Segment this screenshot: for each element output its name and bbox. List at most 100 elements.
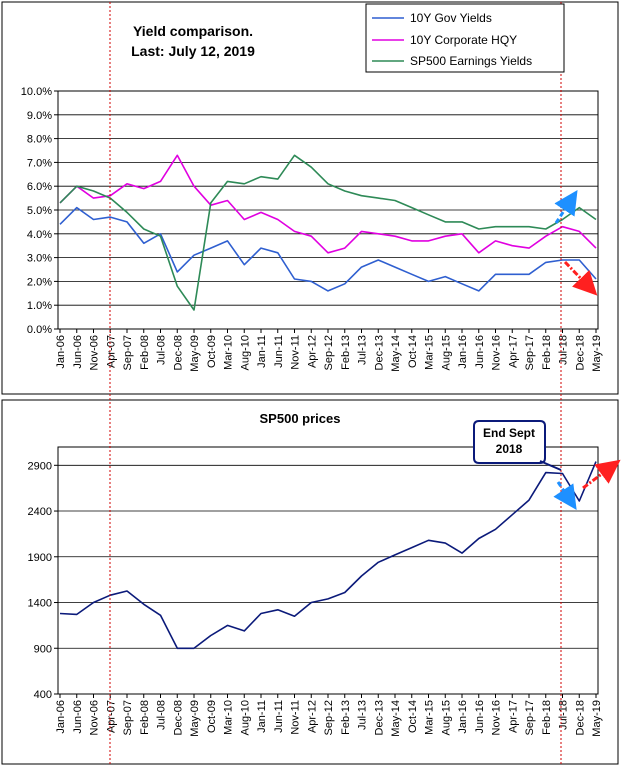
x-tick-label: Jul-08: [156, 335, 168, 365]
y-tick-label: 9.0%: [27, 110, 52, 122]
x-tick-label: Apr-12: [306, 700, 318, 733]
x-tick-label: Jan-06: [55, 335, 67, 369]
x-tick-label: Apr-17: [507, 335, 519, 368]
bottom-y-axis: 400 900 1400 1900 2400 2900: [28, 460, 58, 701]
y-tick-label: 400: [34, 689, 52, 701]
y-tick-label: 1400: [28, 598, 52, 610]
x-tick-label: Jul-18: [558, 700, 570, 730]
x-tick-label: Sep-07: [122, 700, 134, 735]
x-tick-label: Nov-11: [290, 335, 302, 370]
x-tick-label: Nov-06: [89, 335, 101, 370]
callout-end-sept-2018: End Sept 2018: [473, 420, 562, 471]
x-tick-label: Jul-08: [156, 700, 168, 730]
x-tick-label: May-14: [390, 700, 402, 737]
legend-label-sp-ey: SP500 Earnings Yields: [410, 54, 532, 68]
top-chart-title: Yield comparison.: [133, 23, 253, 39]
x-tick-label: Mar-10: [223, 335, 235, 370]
x-tick-label: Sep-17: [524, 700, 536, 735]
x-tick-label: Jun-06: [72, 335, 84, 369]
y-tick-label: 10.0%: [21, 86, 52, 98]
x-tick-label: Apr-12: [306, 335, 318, 368]
x-tick-label: Oct-09: [206, 335, 218, 368]
legend-label-gov: 10Y Gov Yields: [410, 11, 492, 25]
x-tick-label: Dec-08: [172, 700, 184, 735]
x-tick-label: Jan-16: [457, 700, 469, 734]
x-tick-label: Dec-13: [373, 335, 385, 370]
x-tick-label: Jan-11: [256, 335, 268, 368]
x-tick-label: Feb-08: [139, 335, 151, 370]
series-line-10y-gov-yields: [59, 206, 597, 292]
callout-line-1: End Sept: [483, 426, 535, 440]
x-tick-label: May-09: [189, 335, 201, 372]
x-tick-label: Oct-09: [206, 700, 218, 733]
x-tick-label: Sep-07: [122, 335, 134, 370]
x-tick-label: Feb-18: [541, 700, 553, 735]
series-line-10y-corporate-hqy: [59, 154, 597, 254]
x-tick-label: Oct-14: [407, 700, 419, 733]
bottom-x-axis: Jan-06 Jun-06 Nov-06 Apr-07 Sep-07 Feb-08 Jul-…: [55, 694, 603, 737]
bottom-plot-area: [57, 446, 599, 695]
x-tick-label: Aug-10: [239, 700, 251, 735]
x-tick-label: Apr-07: [105, 700, 117, 733]
top-series-lines: [59, 154, 597, 311]
y-tick-label: 5.0%: [27, 205, 52, 217]
x-tick-label: Feb-13: [340, 700, 352, 735]
x-tick-label: Mar-15: [424, 335, 436, 370]
x-tick-label: Jan-06: [55, 700, 67, 734]
x-tick-label: Jan-16: [457, 335, 469, 369]
x-tick-label: Jun-16: [474, 700, 486, 734]
callout-pointer: [539, 460, 562, 471]
y-tick-label: 7.0%: [27, 157, 52, 169]
x-tick-label: Feb-13: [340, 335, 352, 370]
y-tick-label: 1900: [28, 552, 52, 564]
legend-label-corp: 10Y Corporate HQY: [410, 33, 517, 47]
y-tick-label: 8.0%: [27, 134, 52, 146]
x-tick-label: Sep-12: [323, 335, 335, 370]
x-tick-label: Jun-16: [474, 335, 486, 369]
x-tick-label: Jul-13: [357, 700, 369, 730]
x-tick-label: Jun-11: [273, 335, 285, 368]
x-tick-label: May-19: [591, 700, 603, 737]
y-tick-label: 6.0%: [27, 181, 52, 193]
arrow-up-sp-price: [582, 459, 621, 490]
bottom-gridlines: [58, 464, 598, 649]
callout-line-2: 2018: [496, 442, 523, 456]
x-tick-label: Mar-10: [223, 700, 235, 735]
x-tick-label: Aug-15: [440, 335, 452, 370]
series-line-sp500-earnings-yields: [59, 154, 597, 311]
x-tick-label: Nov-16: [491, 335, 503, 370]
x-tick-label: Feb-18: [541, 335, 553, 370]
x-tick-label: Jun-06: [72, 700, 84, 734]
top-y-axis: 0.0% 1.0% 2.0% 3.0% 4.0% 5.0% 6.0% 7.0% 8.0% 9.0%…: [21, 86, 58, 336]
legend: 10Y Gov Yields 10Y Corporate HQY SP500 E…: [365, 3, 565, 73]
x-tick-label: Sep-17: [524, 335, 536, 370]
x-tick-label: Nov-06: [89, 700, 101, 735]
callout-box: [473, 420, 546, 464]
y-tick-label: 2.0%: [27, 276, 52, 288]
series-line-sp500-price: [59, 461, 597, 650]
x-tick-label: Sep-12: [323, 700, 335, 735]
x-tick-label: Jul-18: [558, 335, 570, 365]
x-tick-label: Aug-15: [440, 700, 452, 735]
x-tick-label: Nov-16: [491, 700, 503, 735]
x-tick-label: Feb-08: [139, 700, 151, 735]
bottom-chart-title: SP500 prices: [260, 411, 341, 426]
x-tick-label: May-09: [189, 700, 201, 737]
x-tick-label: Nov-11: [290, 700, 302, 735]
y-tick-label: 4.0%: [27, 229, 52, 241]
x-tick-label: Oct-14: [407, 335, 419, 368]
arrow-up-earnings-yield: [554, 189, 578, 224]
x-tick-label: Jul-13: [357, 335, 369, 365]
x-tick-label: Jun-11: [273, 700, 285, 733]
bottom-series-line: [59, 461, 597, 650]
x-tick-label: Aug-10: [239, 335, 251, 370]
y-tick-label: 2900: [28, 460, 52, 472]
x-tick-label: Apr-17: [507, 700, 519, 733]
x-tick-label: Mar-15: [424, 700, 436, 735]
y-tick-label: 2400: [28, 506, 52, 518]
y-tick-label: 1.0%: [27, 300, 52, 312]
x-tick-label: May-14: [390, 335, 402, 372]
top-x-axis: Jan-06 Jun-06 Nov-06 Apr-07 Sep-07 Feb-08 Jul-…: [55, 329, 603, 372]
